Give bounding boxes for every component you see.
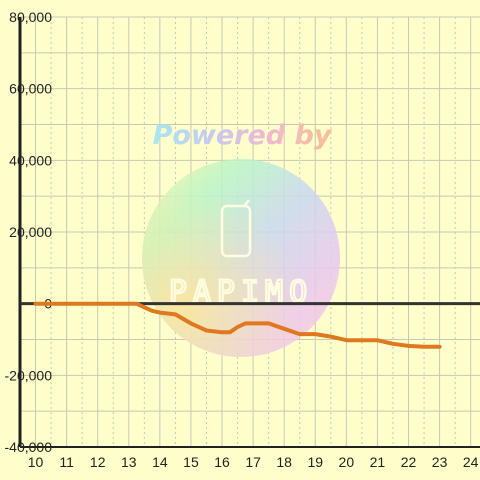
watermark-phone-icon: [220, 204, 252, 258]
y-tick-label: 80,000: [9, 9, 52, 25]
x-tick-label: 13: [121, 454, 137, 470]
x-tick-label: 19: [307, 454, 323, 470]
x-tick-label: 22: [401, 454, 417, 470]
y-tick-label: -40,000: [5, 439, 53, 455]
watermark-orb-glow: [142, 159, 340, 357]
y-tick-label: 20,000: [9, 224, 52, 240]
watermark-logo: Powered by PAPIMO: [142, 120, 340, 357]
x-tick-label: 14: [152, 454, 168, 470]
x-tick-label: 17: [245, 454, 261, 470]
x-tick-label: 12: [90, 454, 106, 470]
series-line: [33, 301, 442, 349]
y-tick-label: 60,000: [9, 81, 52, 97]
x-tick-label: 18: [276, 454, 292, 470]
x-axis-tick-labels: 10 11 12 13 14 15 16 17 18 19 20 21 22 23 24: [28, 454, 479, 470]
y-tick-label: -20,000: [5, 367, 53, 383]
x-tick-label: 23: [432, 454, 448, 470]
x-tick-label: 15: [183, 454, 199, 470]
watermark-phone-antenna: [243, 199, 250, 207]
x-tick-label: 11: [59, 454, 74, 470]
x-tick-label: 24: [463, 454, 479, 470]
watermark-powered-by: Powered by: [153, 120, 333, 151]
x-tick-label: 20: [339, 454, 355, 470]
series-layer: [33, 301, 442, 349]
x-tick-label: 16: [214, 454, 230, 470]
y-tick-label: 40,000: [9, 152, 52, 168]
x-tick-label: 21: [370, 454, 386, 470]
x-tick-label: 10: [28, 454, 44, 470]
